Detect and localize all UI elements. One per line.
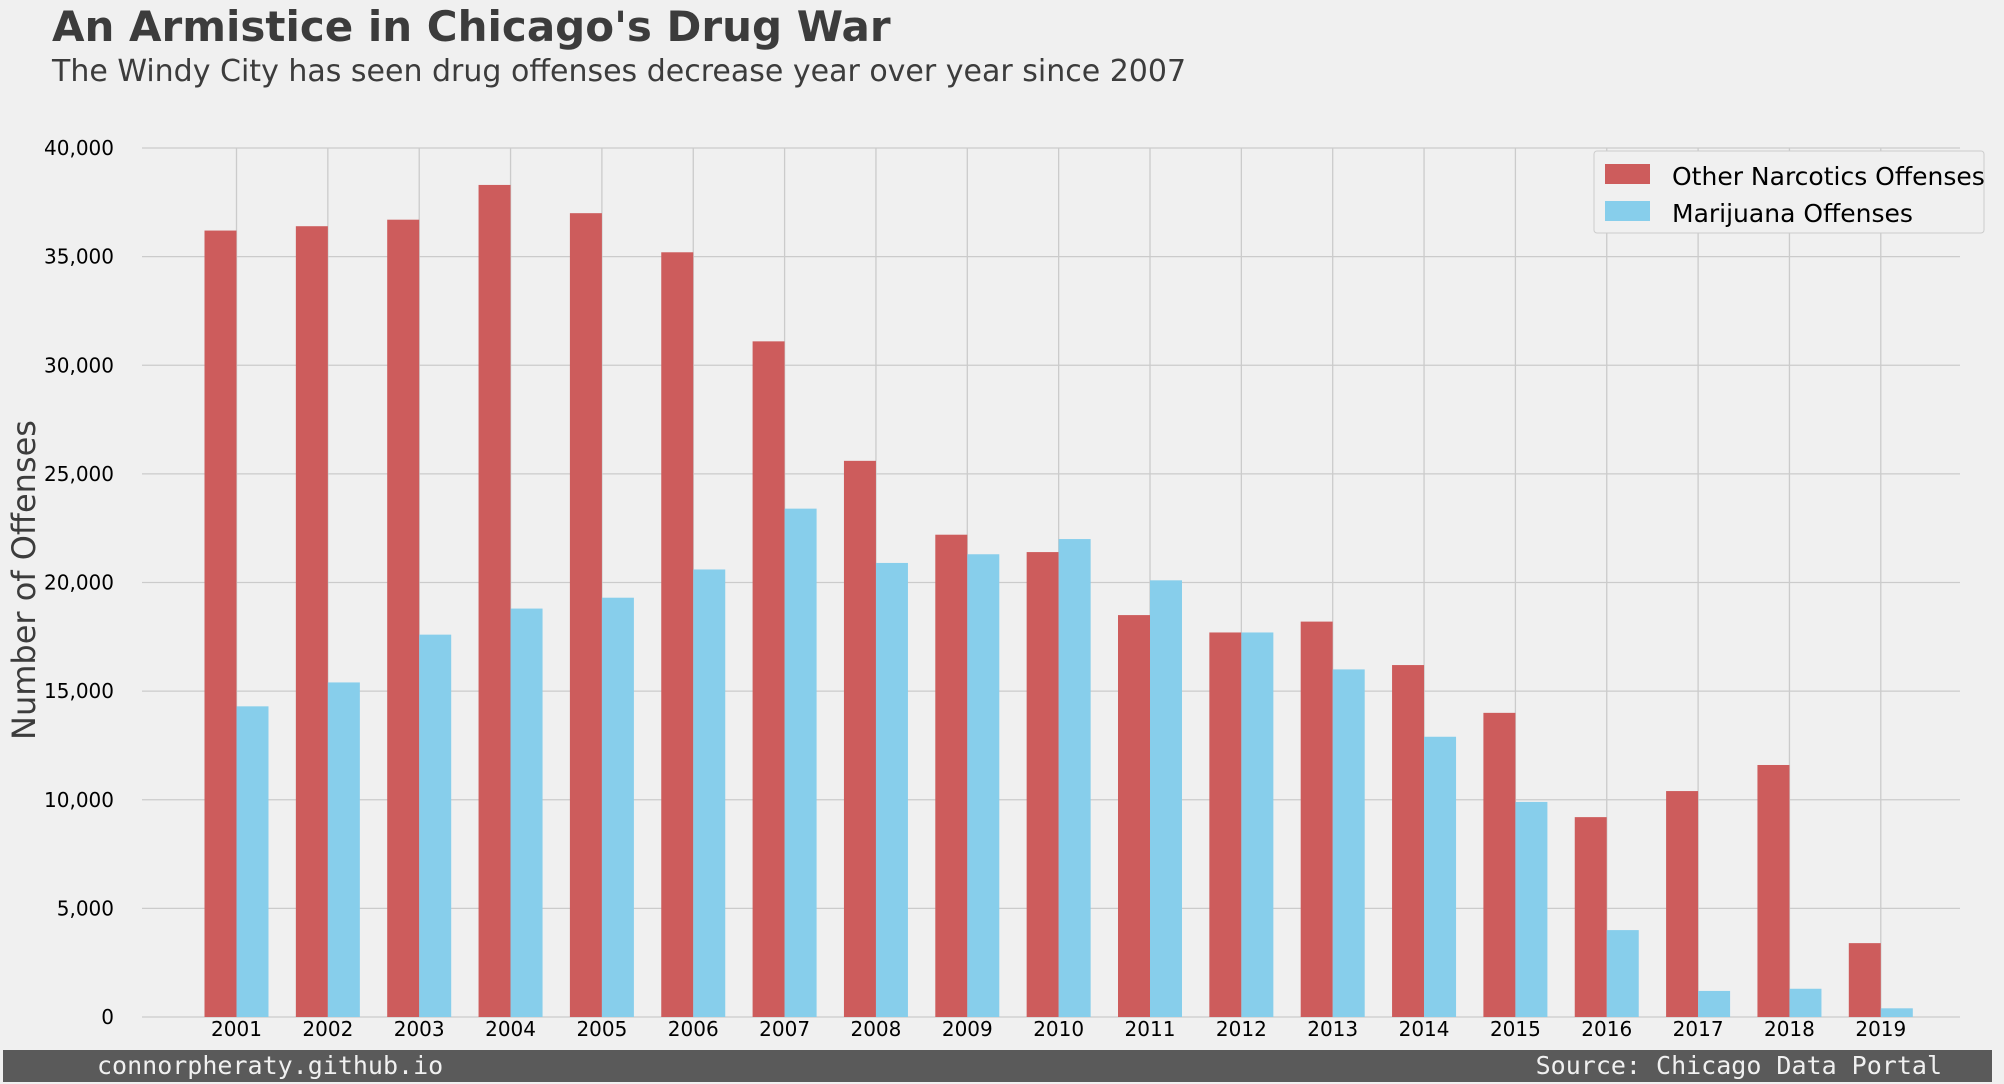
bar-marijuana-2004 bbox=[511, 609, 543, 1017]
x-tick-label: 2013 bbox=[1307, 1017, 1358, 1041]
y-tick-label: 0 bbox=[101, 1005, 114, 1029]
x-tick-label: 2011 bbox=[1125, 1017, 1176, 1041]
bar-narcotics-2001 bbox=[205, 231, 237, 1017]
bar-narcotics-2016 bbox=[1575, 817, 1607, 1017]
bar-narcotics-2004 bbox=[479, 185, 511, 1017]
bar-marijuana-2008 bbox=[876, 563, 908, 1017]
x-tick-label: 2001 bbox=[211, 1017, 262, 1041]
x-tick-label: 2016 bbox=[1581, 1017, 1632, 1041]
bar-narcotics-2010 bbox=[1027, 552, 1059, 1017]
bar-marijuana-2011 bbox=[1150, 580, 1182, 1017]
x-tick-label: 2002 bbox=[302, 1017, 353, 1041]
legend: Other Narcotics Offenses Marijuana Offen… bbox=[1594, 151, 1985, 233]
bar-marijuana-2012 bbox=[1241, 632, 1273, 1017]
bar-narcotics-2015 bbox=[1483, 713, 1515, 1017]
bar-marijuana-2003 bbox=[419, 635, 451, 1017]
y-tick-label: 35,000 bbox=[44, 245, 114, 269]
bar-marijuana-2007 bbox=[785, 509, 817, 1017]
x-tick-label: 2017 bbox=[1673, 1017, 1724, 1041]
x-tick-label: 2004 bbox=[485, 1017, 536, 1041]
y-tick-label: 5,000 bbox=[57, 896, 114, 920]
bar-marijuana-2002 bbox=[328, 682, 360, 1017]
bar-marijuana-2006 bbox=[693, 569, 725, 1017]
x-tick-label: 2003 bbox=[394, 1017, 445, 1041]
bar-narcotics-2017 bbox=[1666, 791, 1698, 1017]
bar-chart: 0 5,000 10,000 15,000 20,000 25,000 30,000 35,0… bbox=[0, 0, 2004, 1050]
x-tick-label: 2009 bbox=[942, 1017, 993, 1041]
bar-narcotics-2008 bbox=[844, 461, 876, 1017]
bar-marijuana-2009 bbox=[967, 554, 999, 1017]
y-tick-label: 40,000 bbox=[44, 136, 114, 160]
bar-narcotics-2009 bbox=[935, 535, 967, 1017]
x-tick-label: 2007 bbox=[759, 1017, 810, 1041]
bar-narcotics-2018 bbox=[1757, 765, 1789, 1017]
x-tick-label: 2014 bbox=[1399, 1017, 1450, 1041]
bar-marijuana-2017 bbox=[1698, 991, 1730, 1017]
bar-marijuana-2015 bbox=[1515, 802, 1547, 1017]
bar-marijuana-2014 bbox=[1424, 737, 1456, 1017]
y-tick-label: 15,000 bbox=[44, 679, 114, 703]
bar-narcotics-2002 bbox=[296, 226, 328, 1017]
footer-bar: connorpheraty.github.io Source: Chicago … bbox=[3, 1050, 1992, 1082]
bar-narcotics-2006 bbox=[661, 252, 693, 1017]
y-tick-label: 20,000 bbox=[44, 571, 114, 595]
y-tick-label: 25,000 bbox=[44, 462, 114, 486]
y-tick-label: 30,000 bbox=[44, 353, 114, 377]
bar-marijuana-2005 bbox=[602, 598, 634, 1017]
y-tick-label: 10,000 bbox=[44, 788, 114, 812]
bar-narcotics-2005 bbox=[570, 213, 602, 1017]
x-tick-label: 2008 bbox=[850, 1017, 901, 1041]
bar-marijuana-2010 bbox=[1059, 539, 1091, 1017]
footer-source: Source: Chicago Data Portal bbox=[1536, 1051, 1942, 1080]
bar-marijuana-2001 bbox=[237, 706, 269, 1017]
footer-site-link[interactable]: connorpheraty.github.io bbox=[97, 1051, 443, 1080]
bar-narcotics-2007 bbox=[753, 341, 785, 1017]
bar-marijuana-2018 bbox=[1789, 989, 1821, 1017]
legend-label-narcotics: Other Narcotics Offenses bbox=[1672, 162, 1985, 191]
x-tick-label: 2010 bbox=[1033, 1017, 1084, 1041]
bar-narcotics-2019 bbox=[1849, 943, 1881, 1017]
legend-swatch-marijuana bbox=[1605, 201, 1650, 221]
x-tick-label: 2012 bbox=[1216, 1017, 1267, 1041]
bar-narcotics-2003 bbox=[387, 220, 419, 1017]
bar-narcotics-2011 bbox=[1118, 615, 1150, 1017]
x-tick-label: 2006 bbox=[668, 1017, 719, 1041]
legend-label-marijuana: Marijuana Offenses bbox=[1672, 199, 1913, 228]
y-axis-label: Number of Offenses bbox=[5, 420, 43, 740]
x-tick-label: 2005 bbox=[576, 1017, 627, 1041]
x-tick-label: 2019 bbox=[1855, 1017, 1906, 1041]
bar-narcotics-2012 bbox=[1209, 632, 1241, 1017]
x-tick-label: 2018 bbox=[1764, 1017, 1815, 1041]
bar-marijuana-2013 bbox=[1333, 669, 1365, 1017]
legend-swatch-narcotics bbox=[1605, 164, 1650, 184]
bar-narcotics-2014 bbox=[1392, 665, 1424, 1017]
bar-narcotics-2013 bbox=[1301, 622, 1333, 1017]
bar-marijuana-2019 bbox=[1881, 1008, 1913, 1017]
bar-marijuana-2016 bbox=[1607, 930, 1639, 1017]
x-tick-label: 2015 bbox=[1490, 1017, 1541, 1041]
